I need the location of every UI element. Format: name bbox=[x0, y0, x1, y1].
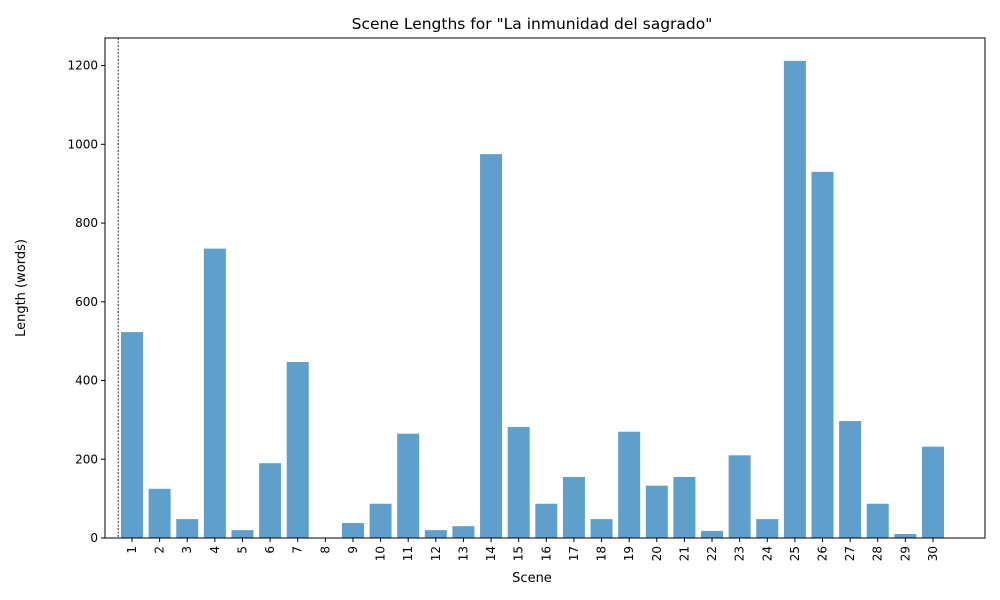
bar-scene-21 bbox=[673, 476, 696, 538]
x-tick-label: 1 bbox=[125, 546, 139, 554]
x-axis-label: Scene bbox=[512, 571, 552, 586]
bar-scene-15 bbox=[507, 426, 530, 538]
bar-scene-25 bbox=[783, 60, 806, 538]
bar-scene-13 bbox=[452, 526, 475, 538]
bar-scene-14 bbox=[480, 154, 503, 539]
bar-scene-17 bbox=[562, 476, 585, 538]
bar-scene-7 bbox=[286, 362, 309, 538]
x-tick-label: 12 bbox=[429, 546, 443, 561]
chart-title: Scene Lengths for "La inmunidad del sagr… bbox=[352, 15, 713, 33]
y-tick-label: 600 bbox=[75, 295, 98, 309]
x-tick-label: 17 bbox=[567, 546, 581, 561]
y-tick-label: 0 bbox=[90, 531, 98, 545]
x-tick-label: 22 bbox=[705, 546, 719, 561]
bar-scene-6 bbox=[259, 463, 282, 538]
bar-scene-18 bbox=[590, 519, 613, 538]
bar-scene-22 bbox=[701, 530, 724, 538]
x-tick-label: 28 bbox=[871, 546, 885, 561]
bar-scene-16 bbox=[535, 503, 558, 538]
x-tick-label: 2 bbox=[153, 546, 167, 554]
bar-scene-26 bbox=[811, 171, 834, 538]
x-tick-label: 5 bbox=[235, 546, 249, 554]
bar-scene-29 bbox=[894, 534, 917, 538]
bar-scene-9 bbox=[341, 523, 364, 538]
bar-scene-24 bbox=[756, 519, 779, 538]
x-tick-label: 27 bbox=[843, 546, 857, 561]
x-tick-label: 20 bbox=[650, 546, 664, 561]
bar-scene-5 bbox=[231, 530, 254, 538]
x-tick-label: 21 bbox=[677, 546, 691, 561]
bar-scene-10 bbox=[369, 503, 392, 538]
x-tick-label: 16 bbox=[539, 546, 553, 561]
bar-scene-4 bbox=[203, 248, 226, 538]
x-tick-label: 4 bbox=[208, 546, 222, 554]
y-tick-label: 1000 bbox=[67, 137, 98, 151]
x-tick-label: 30 bbox=[926, 546, 940, 561]
bar-scene-19 bbox=[618, 431, 641, 538]
bar-scene-2 bbox=[148, 488, 171, 538]
plot-area: 1 2 3 4 5 6 7 8 9 10 11 12 13 14 15 16 17 18 19 20 21 22 23 24 2… bbox=[67, 38, 944, 561]
bar-scene-12 bbox=[424, 530, 447, 538]
x-tick-label: 29 bbox=[898, 546, 912, 561]
x-tick-label: 3 bbox=[180, 546, 194, 554]
x-tick-label: 23 bbox=[733, 546, 747, 561]
bar-scene-23 bbox=[728, 455, 751, 538]
bar-scene-28 bbox=[866, 503, 889, 538]
x-tick-label: 7 bbox=[291, 546, 305, 554]
x-tick-label: 11 bbox=[401, 546, 415, 561]
x-tick-label: 9 bbox=[346, 546, 360, 554]
x-tick-label: 18 bbox=[595, 546, 609, 561]
y-tick-label: 800 bbox=[75, 216, 98, 230]
x-tick-label: 8 bbox=[318, 546, 332, 554]
x-tick-label: 19 bbox=[622, 546, 636, 561]
y-tick-label: 1200 bbox=[67, 59, 98, 73]
x-tick-label: 24 bbox=[760, 546, 774, 561]
bar-scene-27 bbox=[839, 421, 862, 538]
x-tick-label: 25 bbox=[788, 546, 802, 561]
x-tick-label: 6 bbox=[263, 546, 277, 554]
plot-frame bbox=[104, 37, 986, 539]
x-tick-label: 14 bbox=[484, 546, 498, 561]
bar-scene-30 bbox=[921, 446, 944, 538]
x-tick-label: 26 bbox=[816, 546, 830, 561]
bar-scene-3 bbox=[176, 519, 199, 538]
x-tick-label: 15 bbox=[512, 546, 526, 561]
bar-scene-11 bbox=[397, 433, 420, 538]
y-tick-label: 200 bbox=[75, 452, 98, 466]
y-tick-label: 400 bbox=[75, 374, 98, 388]
y-axis-label: Length (words) bbox=[14, 239, 29, 337]
x-tick-label: 10 bbox=[374, 546, 388, 561]
x-tick-label: 13 bbox=[456, 546, 470, 561]
bar-scene-1 bbox=[121, 332, 143, 538]
bar-scene-20 bbox=[645, 485, 668, 538]
